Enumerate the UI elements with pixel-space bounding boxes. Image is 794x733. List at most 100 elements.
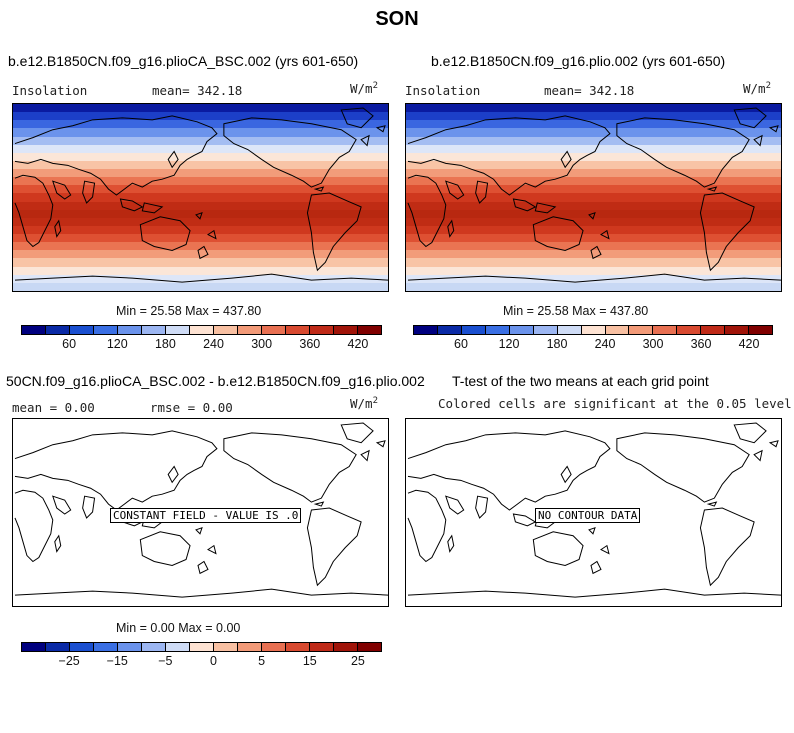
coastline-path <box>445 495 465 515</box>
insolation-band <box>406 201 781 211</box>
panel1-variable: Insolation <box>12 83 88 98</box>
insolation-band <box>13 120 388 129</box>
coastline-path <box>560 150 572 169</box>
coastline-path <box>512 198 537 212</box>
colorbar-cell <box>46 326 70 334</box>
coastline-path <box>206 229 217 240</box>
colorbar-cell <box>166 326 190 334</box>
coastline-path <box>768 440 779 448</box>
colorbar-cell <box>214 326 238 334</box>
colorbar-tick-label: 15 <box>302 654 317 668</box>
insolation-band <box>406 144 781 154</box>
insolation-band <box>406 217 781 227</box>
coastline-path <box>360 449 370 462</box>
colorbar-cell <box>485 326 510 334</box>
colorbar-cell <box>286 643 310 651</box>
coastline-path <box>340 107 374 129</box>
insolation-band <box>13 104 388 113</box>
coastline-path <box>167 150 179 169</box>
coastline-path <box>360 134 370 147</box>
coastline-path <box>197 560 209 575</box>
panel2-minmax: Min = 25.58 Max = 437.80 <box>503 304 649 318</box>
coastline-path <box>475 495 489 519</box>
coastline-path <box>753 134 763 147</box>
insolation-band <box>406 225 781 235</box>
coastline-path <box>753 449 763 462</box>
coastline-path <box>616 432 750 503</box>
coastline-path <box>447 219 455 238</box>
insolation-band <box>406 104 781 113</box>
coastline-path <box>82 495 96 519</box>
colorbar-tick-label: 25 <box>350 654 365 668</box>
colorbar-tick-label: 0 <box>210 654 218 668</box>
insolation-band <box>406 120 781 129</box>
coastline-path <box>14 489 54 563</box>
colorbar-cell <box>262 643 286 651</box>
colorbar-cell <box>437 326 462 334</box>
insolation-band <box>406 185 781 194</box>
panel4-subtitle: Colored cells are significant at the 0.0… <box>438 396 792 411</box>
coastline-path <box>532 531 584 566</box>
colorbar-cell <box>94 326 118 334</box>
coastline-path <box>407 273 781 283</box>
colorbar-cell <box>358 326 381 334</box>
colorbar-cell <box>653 326 678 334</box>
coastline-path <box>54 219 62 238</box>
colorbar-tick-label: 300 <box>642 337 664 351</box>
panel3-units: W/m2 <box>350 396 378 412</box>
coastline-path <box>195 212 203 220</box>
colorbar-cell <box>533 326 558 334</box>
colorbar-tick-label: 180 <box>154 337 176 351</box>
insolation-band <box>13 185 388 194</box>
panel2-colorbar <box>413 325 773 335</box>
panel1-mean: mean= 342.18 <box>152 83 243 98</box>
colorbar-tick-label: 420 <box>738 337 760 351</box>
coastline-path <box>407 115 611 196</box>
colorbar-cell <box>70 643 94 651</box>
colorbar-tick-label: 5 <box>258 654 266 668</box>
coastline-path <box>313 186 325 192</box>
coastline-map <box>14 107 388 283</box>
colorbar-cell <box>334 643 358 651</box>
coastline-path <box>313 501 325 507</box>
insolation-band <box>406 112 781 121</box>
colorbar-cell <box>286 326 310 334</box>
coastline-path <box>407 174 447 248</box>
colorbar-cell <box>70 326 94 334</box>
insolation-band <box>406 242 781 251</box>
insolation-band <box>13 128 388 138</box>
panel3-mean: mean = 0.00 <box>12 400 95 415</box>
insolation-band <box>406 177 781 186</box>
panel1-title: b.e12.B1850CN.f09_g16.plioCA_BSC.002 (yr… <box>8 53 359 69</box>
insolation-band <box>406 128 781 138</box>
colorbar-cell <box>118 326 142 334</box>
coastline-path <box>532 216 584 251</box>
coastline-path <box>407 430 611 511</box>
coastline-path <box>599 229 610 240</box>
panel1-units: W/m2 <box>350 81 378 97</box>
coastline-path <box>14 273 388 283</box>
coastline-path <box>139 216 191 251</box>
insolation-band <box>406 209 781 219</box>
insolation-band <box>13 160 388 170</box>
coastline-path <box>206 544 217 555</box>
colorbar-tick-label: 240 <box>203 337 224 351</box>
colorbar-cell <box>310 326 334 334</box>
coastline-path <box>141 202 164 214</box>
colorbar-tick-label: 300 <box>251 337 273 351</box>
coastline-path <box>14 174 54 248</box>
colorbar-cell <box>749 326 773 334</box>
coastline-path <box>223 117 357 188</box>
coastline-path <box>82 180 96 204</box>
coastline-path <box>733 107 767 129</box>
colorbar-cell <box>605 326 630 334</box>
coastline-path <box>706 501 718 507</box>
coastline-path <box>52 495 72 515</box>
panel4-no-contour-label: NO CONTOUR DATA <box>535 508 641 523</box>
coastline-path <box>306 192 362 272</box>
coastline-path <box>588 527 596 535</box>
insolation-band <box>13 225 388 235</box>
colorbar-cell <box>509 326 534 334</box>
insolation-band <box>13 282 388 291</box>
insolation-band <box>406 160 781 170</box>
